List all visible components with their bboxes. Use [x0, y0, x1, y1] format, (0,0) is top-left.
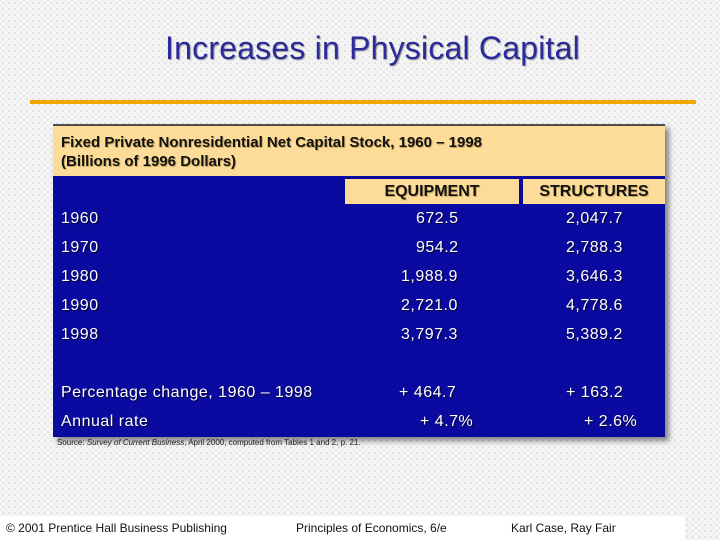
source-note: Source: Survey of Current Business, Apri… [57, 438, 361, 447]
row-label: 1990 [61, 297, 99, 314]
annual-rate-structures: + 2.6% [584, 413, 638, 430]
slide-title: Increases in Physical Capital [165, 30, 580, 66]
source-details: , April 2000, computed from Tables 1 and… [184, 438, 361, 447]
structures-value: 2,047.7 [566, 210, 623, 227]
column-header-row: EQUIPMENT STRUCTURES [53, 176, 665, 205]
equipment-value: 2,721.0 [401, 297, 458, 314]
annual-rate-equipment: + 4.7% [420, 413, 474, 430]
column-header-structures: STRUCTURES [523, 179, 665, 205]
title-divider [30, 100, 696, 104]
footer-book: Principles of Economics, 6/e [296, 521, 447, 535]
column-header-equipment: EQUIPMENT [345, 179, 519, 205]
capital-stock-table: Fixed Private Nonresidential Net Capital… [53, 124, 665, 437]
pct-change-equipment: + 464.7 [399, 384, 457, 401]
annual-rate-label: Annual rate [61, 413, 149, 430]
table-body: 1960 672.5 2,047.7 1970 954.2 2,788.3 19… [53, 204, 665, 437]
structures-value: 3,646.3 [566, 268, 623, 285]
equipment-value: 672.5 [416, 210, 459, 227]
footer-copyright: © 2001 Prentice Hall Business Publishing [6, 521, 227, 535]
equipment-value: 954.2 [416, 239, 459, 256]
source-prefix: Source: [57, 438, 85, 447]
equipment-value: 1,988.9 [401, 268, 458, 285]
table-header: Fixed Private Nonresidential Net Capital… [53, 124, 665, 176]
row-label: 1960 [61, 210, 99, 227]
equipment-value: 3,797.3 [401, 326, 458, 343]
row-label: 1970 [61, 239, 99, 256]
table-units: (Billions of 1996 Dollars) [61, 153, 237, 170]
slide-footer: © 2001 Prentice Hall Business Publishing… [0, 516, 685, 540]
pct-change-structures: + 163.2 [566, 384, 624, 401]
structures-value: 5,389.2 [566, 326, 623, 343]
footer-authors: Karl Case, Ray Fair [511, 521, 616, 535]
row-label: 1980 [61, 268, 99, 285]
structures-value: 4,778.6 [566, 297, 623, 314]
row-label: 1998 [61, 326, 99, 343]
table-title: Fixed Private Nonresidential Net Capital… [61, 134, 483, 151]
structures-value: 2,788.3 [566, 239, 623, 256]
source-publication: Survey of Current Business [86, 438, 185, 447]
pct-change-label: Percentage change, 1960 – 1998 [61, 384, 313, 401]
